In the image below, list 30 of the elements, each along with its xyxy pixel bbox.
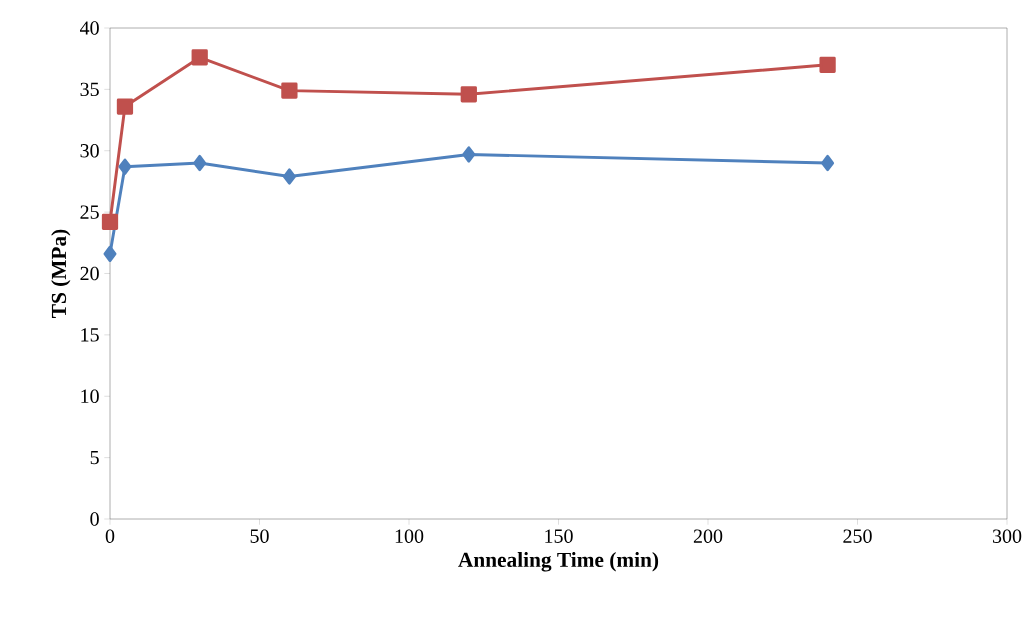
point (103, 245, 117, 262)
y-tick-label: 35 (80, 82, 99, 97)
y-axis-title: TS (MPa) (51, 229, 71, 318)
x-tick-label: 0 (105, 529, 115, 543)
point (101, 213, 119, 231)
point (821, 154, 835, 172)
y-tick-label: 10 (81, 389, 99, 403)
y-tick-label: 0 (90, 512, 99, 526)
x-tick-label: 300 (992, 529, 1022, 543)
y-tick-label: 40 (80, 21, 99, 35)
point (819, 56, 836, 73)
point (462, 146, 476, 163)
point (281, 82, 298, 99)
point (116, 98, 134, 115)
y-tick-label: 5 (90, 450, 99, 465)
point (118, 158, 132, 175)
y-tick-label: 20 (80, 266, 99, 281)
point (191, 49, 208, 66)
x-tick-label: 150 (545, 529, 573, 543)
x-tick-label: 250 (843, 529, 872, 543)
x-axis-title: Annealing Time (min) (458, 552, 659, 572)
point (282, 168, 296, 185)
x-tick-label: 200 (693, 529, 723, 543)
x-tick-label: 100 (395, 529, 424, 543)
point (193, 154, 207, 172)
point (460, 86, 477, 103)
y-tick-label: 30 (80, 144, 99, 158)
x-tick-label: 50 (250, 529, 269, 543)
y-tick-label: 25 (80, 205, 99, 219)
y-tick-label: 15 (81, 328, 99, 342)
